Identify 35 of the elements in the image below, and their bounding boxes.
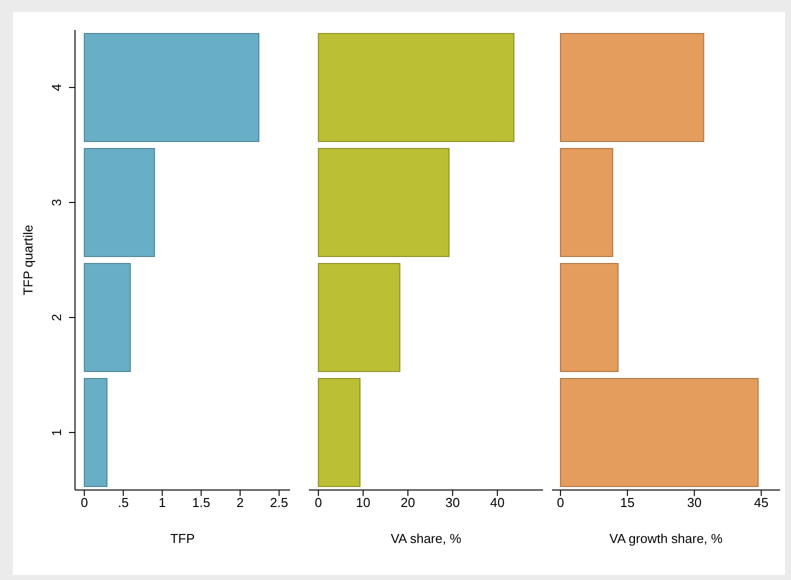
bar — [318, 32, 514, 142]
y-tick-label: 4 — [49, 84, 64, 92]
x-tick-label: 1 — [158, 495, 166, 510]
x-axis-title: VA share, % — [390, 531, 462, 546]
bar — [318, 262, 400, 372]
x-tick-label: 45 — [754, 495, 768, 510]
x-tick-label: 1.5 — [192, 495, 210, 510]
bar — [84, 32, 260, 142]
y-axis-title: TFP quartile — [20, 224, 36, 296]
bar — [318, 148, 450, 257]
bar — [560, 148, 614, 257]
y-tick-label: 2 — [49, 314, 64, 322]
bar — [560, 262, 619, 372]
x-tick-label: 10 — [356, 495, 370, 510]
x-tick-label: 40 — [490, 495, 505, 510]
bar — [560, 32, 704, 142]
x-tick-label: 0 — [80, 495, 88, 510]
bar — [84, 262, 131, 372]
x-axis-title: VA growth share, % — [609, 531, 724, 546]
x-tick-label: 15 — [620, 495, 635, 510]
x-tick-label: 30 — [687, 495, 702, 510]
x-tick-label: 30 — [445, 495, 460, 510]
bar — [318, 378, 361, 487]
bar — [560, 378, 759, 487]
x-tick-label: 0 — [314, 495, 322, 510]
x-tick-label: .5 — [118, 495, 129, 510]
bar — [84, 378, 108, 487]
y-tick-label: 1 — [49, 428, 64, 436]
bar — [84, 148, 155, 257]
x-axis-title: TFP — [170, 531, 195, 546]
x-tick-label: 2.5 — [270, 495, 288, 510]
x-tick-label: 0 — [556, 495, 564, 510]
x-tick-label: 2 — [236, 495, 244, 510]
x-tick-label: 20 — [400, 495, 416, 510]
y-tick-label: 3 — [49, 198, 64, 206]
